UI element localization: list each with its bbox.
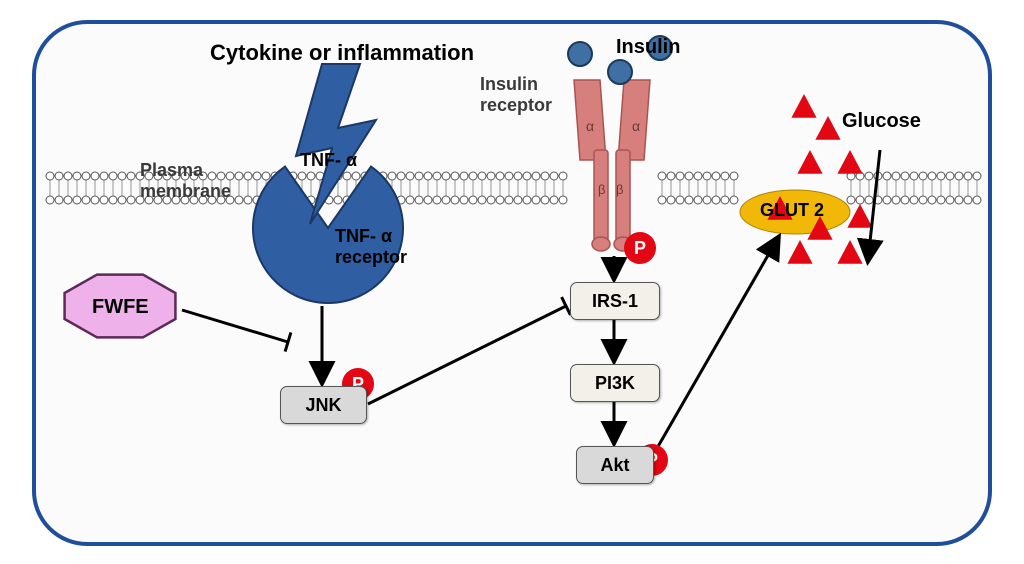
label-fwfe: FWFE <box>92 296 149 319</box>
receptor-alpha-left: α <box>586 118 594 134</box>
receptor-alpha-right: α <box>632 118 640 134</box>
node-irs1: IRS-1 <box>570 282 660 320</box>
receptor-beta-right: β <box>616 182 623 197</box>
label-glucose: Glucose <box>842 110 921 133</box>
label-insulin: Insulin <box>616 36 680 59</box>
label-tnf-a-receptor: TNF- αreceptor <box>335 226 407 267</box>
receptor-beta-left: β <box>598 182 605 197</box>
label-glut2: GLUT 2 <box>760 200 824 221</box>
label-tnf-a: TNF- α <box>300 150 357 171</box>
node-akt: Akt <box>576 446 654 484</box>
node-pi3k: PI3K <box>570 364 660 402</box>
label-cytokine: Cytokine or inflammation <box>210 40 474 66</box>
label-insulin-receptor: Insulinreceptor <box>480 74 552 115</box>
node-jnk: JNK <box>280 386 367 424</box>
label-plasma-membrane: Plasmamembrane <box>140 160 231 201</box>
